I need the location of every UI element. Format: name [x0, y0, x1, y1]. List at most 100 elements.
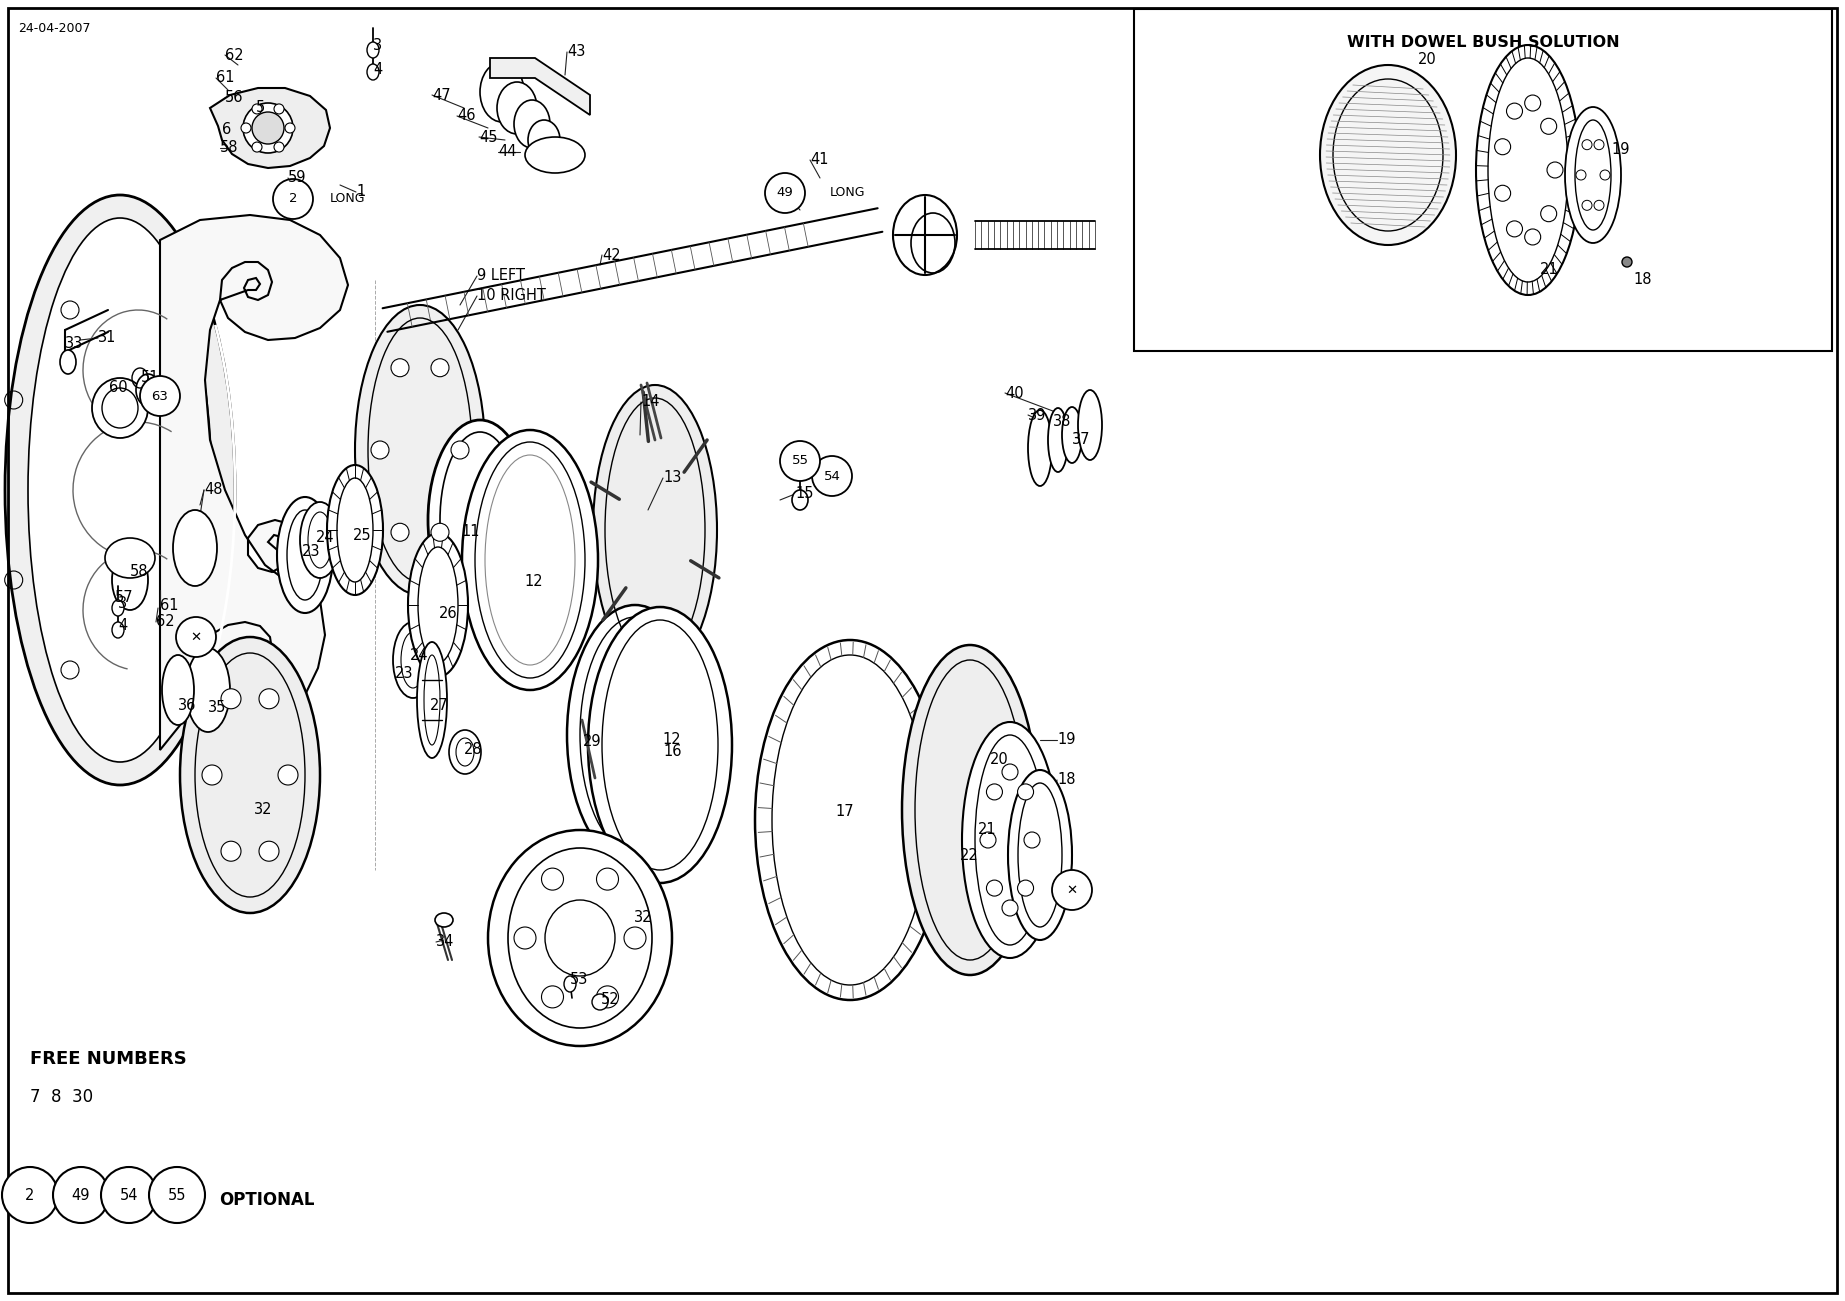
Ellipse shape: [105, 539, 155, 578]
Text: 12: 12: [524, 574, 542, 588]
Text: 31: 31: [98, 330, 116, 346]
Text: WITH DOWEL BUSH SOLUTION: WITH DOWEL BUSH SOLUTION: [1347, 35, 1620, 49]
Text: 26: 26: [439, 606, 458, 622]
Ellipse shape: [528, 120, 561, 160]
Text: 14: 14: [640, 394, 659, 410]
Ellipse shape: [1622, 258, 1633, 267]
Ellipse shape: [371, 441, 389, 459]
Text: 24: 24: [315, 531, 334, 545]
Circle shape: [780, 441, 819, 481]
Text: 48: 48: [205, 483, 223, 497]
Ellipse shape: [792, 490, 808, 510]
Text: 9 LEFT: 9 LEFT: [478, 268, 526, 284]
Text: 39: 39: [1028, 407, 1046, 423]
Ellipse shape: [253, 112, 284, 144]
Text: 4: 4: [373, 62, 382, 78]
Ellipse shape: [1581, 200, 1592, 211]
Text: 61: 61: [161, 598, 179, 614]
Ellipse shape: [327, 464, 384, 595]
Circle shape: [149, 1167, 205, 1223]
Ellipse shape: [244, 103, 293, 154]
Text: 24-04-2007: 24-04-2007: [18, 22, 90, 35]
Ellipse shape: [1546, 163, 1563, 178]
Ellipse shape: [1018, 785, 1033, 800]
Ellipse shape: [186, 648, 231, 732]
Text: 13: 13: [662, 471, 681, 485]
Ellipse shape: [755, 640, 945, 1000]
Ellipse shape: [1063, 407, 1081, 463]
Text: 16: 16: [662, 744, 681, 760]
Ellipse shape: [28, 219, 212, 762]
Ellipse shape: [113, 622, 124, 637]
Ellipse shape: [592, 994, 609, 1010]
Text: 62: 62: [225, 48, 244, 62]
Text: 3: 3: [118, 596, 127, 611]
Ellipse shape: [1507, 221, 1522, 237]
Ellipse shape: [980, 833, 996, 848]
Ellipse shape: [496, 82, 537, 134]
Text: LONG: LONG: [330, 193, 365, 206]
Ellipse shape: [592, 385, 718, 675]
Ellipse shape: [596, 868, 618, 890]
Text: 43: 43: [566, 44, 585, 60]
Text: 49: 49: [72, 1188, 90, 1202]
Ellipse shape: [1524, 95, 1541, 111]
Ellipse shape: [279, 765, 299, 785]
Ellipse shape: [987, 785, 1002, 800]
Circle shape: [1052, 870, 1092, 909]
Text: 10 RIGHT: 10 RIGHT: [478, 289, 546, 303]
Ellipse shape: [515, 928, 537, 948]
Text: 50: 50: [149, 385, 168, 399]
Ellipse shape: [432, 523, 448, 541]
Text: 49: 49: [777, 186, 793, 199]
Text: 41: 41: [810, 152, 828, 168]
Text: 18: 18: [1057, 773, 1076, 787]
Text: 61: 61: [216, 70, 234, 86]
Ellipse shape: [1476, 46, 1579, 295]
Ellipse shape: [61, 350, 76, 373]
Ellipse shape: [1028, 410, 1052, 487]
Ellipse shape: [367, 42, 378, 59]
Text: 57: 57: [114, 589, 133, 605]
Text: 55: 55: [792, 454, 808, 467]
Text: 18: 18: [1633, 272, 1651, 288]
Ellipse shape: [181, 637, 319, 913]
Ellipse shape: [301, 502, 339, 578]
Ellipse shape: [1007, 770, 1072, 941]
Ellipse shape: [432, 359, 448, 377]
Ellipse shape: [1600, 170, 1611, 180]
Ellipse shape: [137, 373, 161, 406]
Ellipse shape: [162, 654, 194, 725]
Ellipse shape: [566, 605, 703, 865]
Polygon shape: [491, 59, 590, 114]
Text: 54: 54: [823, 470, 841, 483]
Ellipse shape: [258, 842, 279, 861]
Ellipse shape: [902, 645, 1039, 974]
Text: 29: 29: [583, 734, 601, 748]
Ellipse shape: [113, 550, 148, 610]
Ellipse shape: [391, 523, 410, 541]
Text: 24: 24: [410, 648, 428, 664]
Ellipse shape: [242, 124, 251, 133]
Ellipse shape: [277, 497, 332, 613]
Ellipse shape: [275, 142, 284, 152]
Ellipse shape: [258, 688, 279, 709]
Text: 37: 37: [1072, 432, 1090, 448]
Ellipse shape: [515, 100, 550, 148]
Text: 7  8  30: 7 8 30: [30, 1088, 92, 1106]
Ellipse shape: [408, 533, 469, 677]
Text: 46: 46: [458, 108, 476, 124]
Text: OPTIONAL: OPTIONAL: [220, 1190, 314, 1209]
Text: 35: 35: [208, 700, 227, 716]
Circle shape: [2, 1167, 57, 1223]
Text: 4: 4: [118, 618, 127, 632]
Ellipse shape: [461, 431, 598, 690]
Text: 52: 52: [601, 993, 620, 1007]
Text: 21: 21: [1541, 263, 1559, 277]
Ellipse shape: [1494, 185, 1511, 202]
Ellipse shape: [6, 195, 234, 785]
Polygon shape: [161, 215, 349, 749]
Text: 12: 12: [662, 732, 681, 748]
Text: 22: 22: [959, 847, 978, 863]
Ellipse shape: [1576, 170, 1587, 180]
